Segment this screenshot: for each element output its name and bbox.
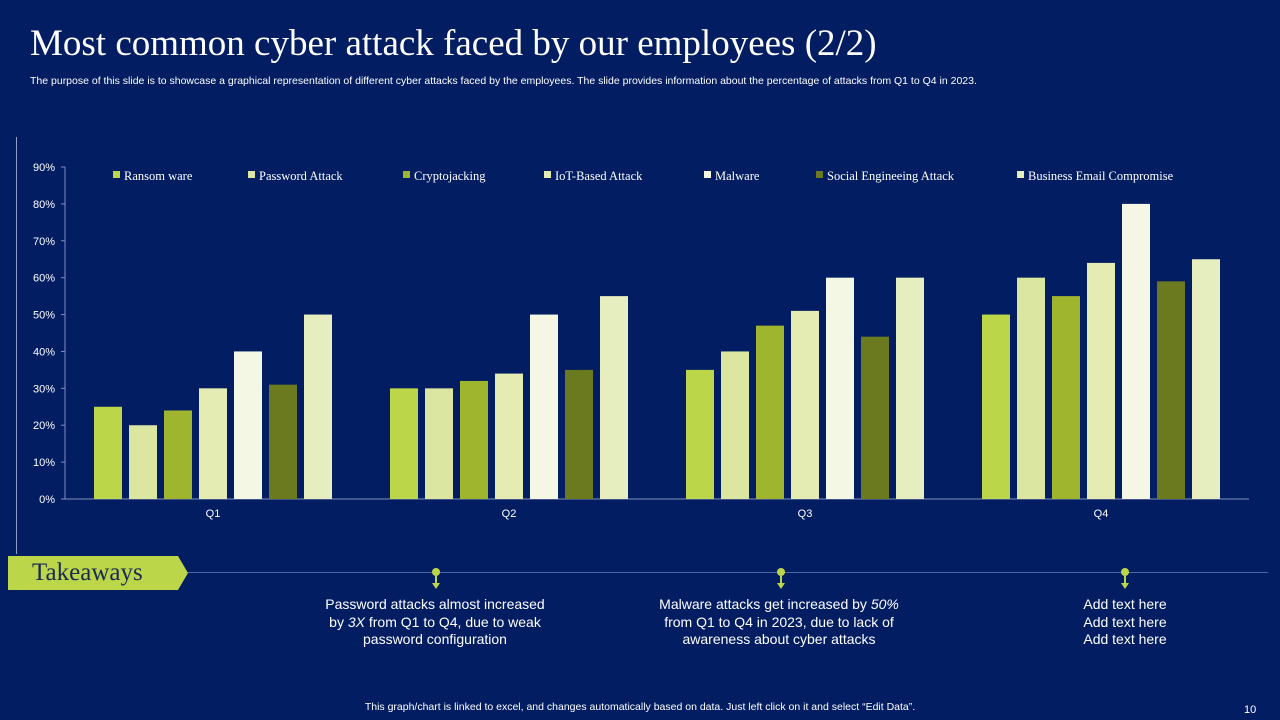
bar-q4-series-5 [1122,203,1150,499]
takeaway-pin-icon [429,566,443,592]
takeaway-3-line-2: Add text here [1083,613,1167,630]
x-tick-label: Q2 [502,508,517,520]
legend-swatch [403,171,410,178]
takeaway-3-line-1: Add text here [1083,596,1167,612]
bar-q1-series-6 [269,384,297,499]
y-tick-label: 0% [39,494,55,506]
bar-q1-series-4 [199,388,227,499]
bar-q2-series-5 [530,314,558,499]
takeaway-1-line-2-prefix: by [329,613,348,630]
x-tick-label: Q3 [798,508,813,520]
footer-note: This graph/chart is linked to excel, and… [364,701,916,713]
takeaway-2-emphasis: 50% [870,596,899,612]
y-tick-label: 70% [33,236,55,248]
legend-label: Malware [715,169,760,183]
bar-q2-series-6 [565,369,593,499]
legend-label: Password Attack [259,169,343,183]
takeaway-pin-icon [774,566,788,592]
legend-swatch [248,171,255,178]
left-divider-line [16,137,17,554]
bar-q3-series-7 [896,277,924,499]
y-tick-label: 40% [33,346,55,358]
y-tick-label: 20% [33,420,55,432]
bar-q3-series-1 [686,369,714,499]
legend-label: IoT-Based Attack [555,169,643,183]
takeaway-text-1: Password attacks almost increased by 3X … [305,596,565,649]
takeaway-1-emphasis: 3X [347,613,365,630]
bar-q3-series-3 [756,325,784,499]
bar-q4-series-3 [1052,296,1080,499]
bar-q1-series-2 [129,425,157,499]
bar-q4-series-7 [1192,259,1220,499]
takeaway-1-line-1: Password attacks almost increased [325,596,545,612]
bar-chart[interactable]: 0% 10% 20% 30% 40% 50% 60% 70% 80% 90% Q1 Q2 Q3 Q4 Ran… [0,0,1280,560]
takeaways-tag [8,556,188,590]
y-tick-label: 10% [33,457,55,469]
legend-label: Ransom ware [124,169,193,183]
legend-swatch [1017,171,1024,178]
legend-label: Cryptojacking [414,169,486,183]
takeaway-2-line-3: awareness about cyber attacks [682,631,876,647]
bar-q2-series-1 [390,388,418,499]
bar-q1-series-5 [234,351,262,499]
takeaway-text-3: Add text here Add text here Add text her… [995,596,1255,649]
legend-swatch [113,171,120,178]
legend-swatch [544,171,551,178]
bar-q1-series-3 [164,410,192,499]
slide-subtitle: The purpose of this slide is to showcase… [30,75,977,87]
bar-q3-series-4 [791,310,819,499]
bar-q1-series-1 [94,406,122,499]
bar-q4-series-6 [1157,281,1185,499]
bar-q3-series-2 [721,351,749,499]
takeaway-1-line-3: password configuration [363,631,507,647]
bar-q4-series-1 [982,314,1010,499]
bar-q2-series-2 [425,388,453,499]
takeaway-1-line-2-suffix: from Q1 to Q4, due to weak [364,613,541,630]
legend-label: Social Engineeing Attack [827,169,955,183]
takeaway-pin-icon [1118,566,1132,592]
takeaways-label: Takeaways [32,559,143,586]
takeaway-text-2: Malware attacks get increased by 50% fro… [649,596,909,649]
bar-q2-series-7 [600,296,628,499]
legend-swatch [704,171,711,178]
page-number: 10 [1244,704,1257,716]
takeaway-3-line-3: Add text here [1083,631,1167,647]
takeaway-2-line-2: from Q1 to Q4 in 2023, due to lack of [664,613,894,630]
legend-label: Business Email Compromise [1028,169,1174,183]
y-tick-label: 60% [33,273,55,285]
y-tick-label: 30% [33,383,55,395]
legend-swatch [816,171,823,178]
slide-title: Most common cyber attack faced by our em… [30,23,877,64]
bar-q2-series-3 [460,380,488,499]
y-tick-label: 80% [33,199,55,211]
bar-q3-series-5 [826,277,854,499]
bar-q4-series-2 [1017,277,1045,499]
takeaway-2-line-1-prefix: Malware attacks get increased by [659,596,871,612]
x-tick-label: Q1 [206,508,221,520]
bar-q3-series-6 [861,336,889,499]
footer-note-container: This graph/chart is linked to excel, and… [0,701,1280,713]
bar-q2-series-4 [495,373,523,499]
x-tick-label: Q4 [1094,508,1109,520]
bar-q1-series-7 [304,314,332,499]
y-tick-label: 90% [33,162,55,174]
takeaways-timeline-line [188,572,1268,573]
y-tick-label: 50% [33,310,55,322]
bar-q4-series-4 [1087,262,1115,499]
